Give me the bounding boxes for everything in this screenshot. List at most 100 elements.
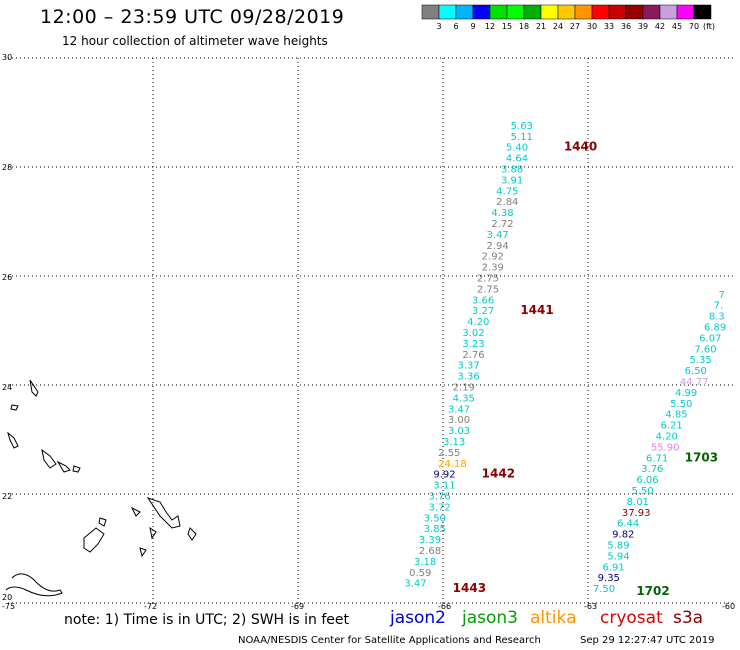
colorbar-swatch <box>472 4 491 20</box>
coastline-islands <box>5 379 197 597</box>
credit-text: NOAA/NESDIS Center for Satellite Applica… <box>238 635 541 646</box>
footer-note: note: 1) Time is in UTC; 2) SWH is in fe… <box>64 612 350 628</box>
wave-height-reading: 7.60 <box>694 344 716 355</box>
colorbar-swatch <box>438 4 457 20</box>
colorbar-tick-label: 70 <box>688 22 700 31</box>
wave-height-reading: 3.47 <box>487 230 509 241</box>
island-outline <box>10 404 19 411</box>
wave-height-reading: 3.00 <box>448 415 470 426</box>
wave-height-reading: 9.92 <box>433 470 455 481</box>
island-outline <box>187 527 197 541</box>
wave-height-reading: 7 <box>719 290 725 301</box>
generation-timestamp: Sep 29 12:27:47 UTC 2019 <box>580 635 715 646</box>
page-subtitle: 12 hour collection of altimeter wave hei… <box>62 34 328 48</box>
wave-height-reading: 5.63 <box>511 121 533 132</box>
wave-height-reading: 3.76 <box>641 464 663 475</box>
y-axis-label: 20 <box>2 593 13 602</box>
wave-height-reading: 3.85 <box>424 524 446 535</box>
wave-height-reading: 6.07 <box>699 333 721 344</box>
wave-height-reading: 3.02 <box>462 328 484 339</box>
wave-height-reading: 6.89 <box>704 323 726 334</box>
wave-height-reading: 3.18 <box>414 557 436 568</box>
x-axis-label: -63 <box>584 602 598 611</box>
colorbar-swatch <box>608 4 627 20</box>
colorbar-tick-label: 18 <box>518 22 530 31</box>
pass-time-label: 1441 <box>520 303 553 317</box>
wave-height-reading: 2.75 <box>477 273 499 284</box>
wave-height-reading: 5.11 <box>511 132 533 143</box>
island-outline <box>83 527 105 553</box>
island-outline <box>56 460 71 473</box>
wave-height-reading: 3.88 <box>501 164 523 175</box>
wave-height-reading: 4.64 <box>506 154 528 165</box>
colorbar-swatch <box>540 4 559 20</box>
island-outline <box>149 526 157 540</box>
colorbar-swatch <box>642 4 661 20</box>
wave-height-reading: 37.93 <box>622 508 651 519</box>
wave-height-reading: 6.21 <box>661 421 683 432</box>
wave-height-reading: 3.11 <box>433 481 455 492</box>
wave-height-reading: 6.06 <box>636 475 658 486</box>
y-axis-label: 30 <box>2 53 13 62</box>
colorbar-tick-label: 24 <box>552 22 564 31</box>
colorbar-tick-label: 36 <box>620 22 632 31</box>
colorbar-tick-label: 27 <box>569 22 581 31</box>
colorbar-tick-label: 3 <box>436 22 442 31</box>
pass-time-label: 1443 <box>453 581 486 595</box>
wave-height-reading: 3.47 <box>404 579 426 590</box>
colorbar-tick-label: 9 <box>470 22 476 31</box>
wave-height-reading: 3.76 <box>429 491 451 502</box>
altimeter-tracks: 3.470.593.182.683.393.853.503.723.763.11… <box>404 121 726 598</box>
wave-height-reading: 2.72 <box>491 219 513 230</box>
wave-height-reading: 2.19 <box>453 382 475 393</box>
colorbar-tick-label: 33 <box>603 22 615 31</box>
satellite-altika: altika <box>530 608 577 628</box>
wave-height-reading: 3.91 <box>501 175 523 186</box>
wave-height-reading: 3.37 <box>458 361 480 372</box>
pass-time-label: 1702 <box>636 584 669 598</box>
colorbar-swatch <box>489 4 508 20</box>
colorbar-swatch <box>557 4 576 20</box>
wave-height-reading: 6.71 <box>646 453 668 464</box>
y-axis-label: 22 <box>2 492 13 501</box>
colorbar-swatch <box>574 4 593 20</box>
wave-height-reading: 3.66 <box>472 295 494 306</box>
colorbar-swatch <box>676 4 695 20</box>
y-axis-label: 24 <box>2 383 13 392</box>
island-outline <box>98 517 107 527</box>
wave-height-reading: 7. <box>714 301 724 312</box>
wave-height-reading: 4.38 <box>491 208 513 219</box>
wave-height-reading: 2.68 <box>419 546 441 557</box>
wave-height-reading: 5.50 <box>632 486 654 497</box>
colorbar-tick-label: 12 <box>484 22 496 31</box>
colorbar-tick-label: 45 <box>671 22 683 31</box>
wave-height-reading: 4.99 <box>675 388 697 399</box>
island-outline <box>29 379 39 397</box>
wave-height-reading: 3.50 <box>424 513 446 524</box>
island-outline <box>139 547 147 558</box>
wave-height-reading: 5.89 <box>607 541 629 552</box>
y-axis-label: 26 <box>2 273 13 282</box>
wave-height-reading: 2.76 <box>462 350 484 361</box>
wave-height-reading: 3.13 <box>443 437 465 448</box>
wave-height-reading: 2.75 <box>477 284 499 295</box>
wave-height-reading: 3.47 <box>448 404 470 415</box>
x-axis-label: -66 <box>438 602 452 611</box>
grid-lines <box>8 57 733 604</box>
wave-height-reading: 0.59 <box>409 568 431 579</box>
island-outline <box>72 465 81 473</box>
wave-height-reading: 6.50 <box>685 366 707 377</box>
x-axis-label: -72 <box>144 602 158 611</box>
wave-height-reading: 44.77 <box>680 377 709 388</box>
wave-height-reading: 5.50 <box>670 399 692 410</box>
satellite-jason2: jason2 <box>390 608 446 628</box>
wave-height-reading: 4.85 <box>665 410 687 421</box>
satellite-cryosat: cryosat <box>600 608 663 628</box>
colorbar-tick-label: 39 <box>637 22 649 31</box>
wave-height-reading: 6.91 <box>603 562 625 573</box>
colorbar-swatch <box>455 4 474 20</box>
wave-height-reading: 3.39 <box>419 535 441 546</box>
wave-height-reading: 2.92 <box>482 252 504 263</box>
